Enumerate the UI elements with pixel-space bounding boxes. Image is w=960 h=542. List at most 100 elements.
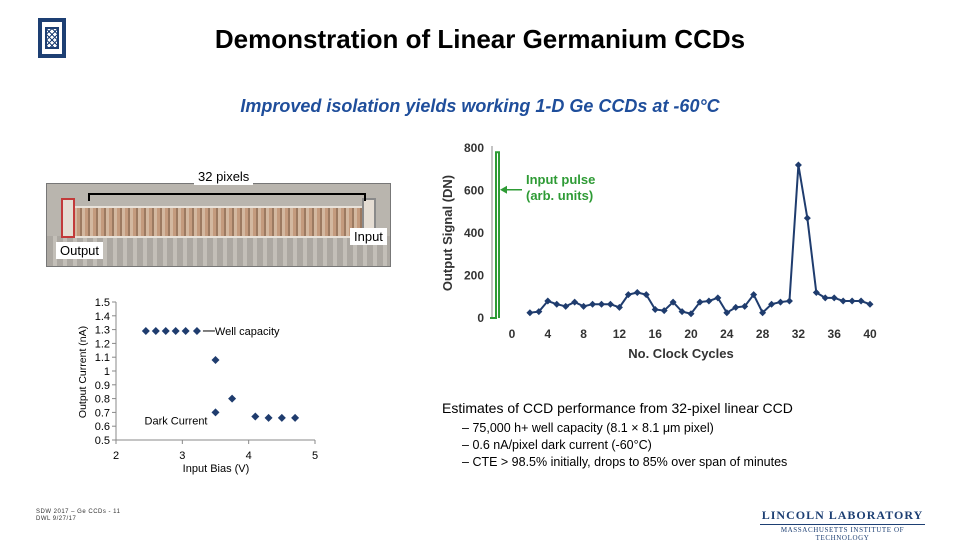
iv-y-tick-label: 1.2	[95, 338, 110, 350]
signal-point	[642, 291, 650, 299]
iv-y-tick-label: 1.1	[95, 352, 110, 364]
iv-y-tick-label: 1	[104, 366, 110, 378]
input-pulse-line	[490, 151, 500, 319]
signal-point	[857, 297, 865, 305]
input-pulse-label: Input pulse	[526, 172, 595, 187]
signal-point	[598, 300, 605, 308]
signal-y-tick-label: 200	[464, 269, 484, 283]
signal-point	[624, 291, 632, 299]
iv-y-tick-label: 0.6	[95, 421, 110, 433]
iv-x-label: Input Bias (V)	[183, 463, 250, 475]
iv-y-tick-label: 0.8	[95, 394, 110, 406]
signal-point	[785, 297, 793, 305]
signal-point	[759, 309, 767, 317]
estimates-list: 75,000 h+ well capacity (8.1 × 8.1 μm pi…	[462, 420, 787, 471]
iv-point	[228, 394, 237, 403]
iv-y-tick-label: 0.5	[95, 435, 110, 447]
iv-x-tick-label: 3	[179, 450, 185, 462]
input-pulse-label: (arb. units)	[526, 188, 593, 203]
iv-y-ticks: 1.5 1.4 1.31.2 1.1 1 0.9 0.80.7 0.6 0.5	[95, 297, 116, 447]
iv-chart: 1.5 1.4 1.31.2 1.1 1 0.9 0.80.7 0.6 0.5 2 3 4 5 Wel…	[77, 297, 318, 475]
estimate-item: 75,000 h+ well capacity (8.1 × 8.1 μm pi…	[462, 420, 787, 437]
signal-y-tick-label: 800	[464, 141, 484, 155]
signal-point	[606, 300, 614, 308]
signal-x-label: No. Clock Cycles	[628, 346, 734, 361]
iv-point	[211, 408, 220, 417]
iv-y-tick-label: 0.9	[95, 380, 110, 392]
iv-x-tick-label: 5	[312, 450, 318, 462]
iv-annotations: Well capacity Dark Current	[145, 326, 280, 427]
signal-point	[830, 294, 838, 302]
lincoln-lab-wordmark: LINCOLN LABORATORY MASSACHUSETTS INSTITU…	[760, 508, 925, 542]
iv-y-tick-label: 1.3	[95, 325, 110, 337]
signal-point	[768, 300, 776, 308]
signal-point	[803, 214, 811, 222]
output-label: Output	[56, 242, 104, 259]
signal-point	[660, 307, 668, 315]
input-label: Input	[350, 228, 387, 245]
iv-y-tick-label: 0.7	[95, 407, 110, 419]
slide-subtitle: Improved isolation yields working 1-D Ge…	[240, 96, 720, 116]
iv-point	[161, 326, 170, 335]
mit-ll-seal-icon	[38, 18, 66, 58]
input-pulse-annotation: Input pulse(arb. units)	[500, 172, 595, 203]
signal-point	[580, 302, 588, 310]
iv-point	[277, 413, 286, 422]
signal-point	[615, 303, 623, 311]
signal-point	[651, 306, 659, 313]
signal-x-tick-label: 36	[828, 327, 842, 341]
iv-y-tick-label: 1.4	[95, 311, 110, 323]
signal-point	[553, 300, 561, 308]
signal-point	[571, 298, 579, 306]
estimate-item: CTE > 98.5% initially, drops to 85% over…	[462, 454, 787, 471]
dark-current-label: Dark Current	[145, 415, 208, 427]
signal-x-tick-label: 40	[863, 327, 877, 341]
signal-point	[732, 303, 740, 311]
pixel-bracket	[88, 193, 366, 201]
signal-y-ticks: 0 200 400 600 800	[464, 141, 484, 325]
signal-x-ticks: 0 4 8 12 16 20 24 28 32 36 40	[509, 327, 877, 341]
signal-x-tick-label: 28	[756, 327, 770, 341]
pixels-label: 32 pixels	[194, 168, 254, 185]
signal-point	[669, 298, 677, 306]
signal-x-tick-label: 32	[792, 327, 806, 341]
signal-y-tick-label: 400	[464, 226, 484, 240]
signal-x-tick-label: 16	[649, 327, 663, 341]
signal-point	[848, 297, 856, 305]
slide-footer: SDW 2017 – Ge CCDs - 11 DWL 9/27/17	[36, 509, 120, 523]
signal-y-tick-label: 600	[464, 184, 484, 198]
iv-point	[211, 355, 220, 364]
signal-point	[589, 300, 597, 308]
input-pulse-trace	[490, 151, 500, 319]
signal-point	[812, 289, 820, 296]
signal-point	[839, 297, 847, 305]
iv-point	[192, 326, 201, 335]
iv-y-label: Output Current (nA)	[77, 326, 89, 418]
estimate-item: 0.6 nA/pixel dark current (-60°C)	[462, 437, 787, 454]
signal-chart: 0 200 400 600 800 0 4 8 12 16 20 24 28 32 36 40 Input …	[440, 141, 877, 361]
signal-x-tick-label: 12	[613, 327, 627, 341]
signal-point	[723, 309, 731, 317]
signal-x-tick-label: 24	[720, 327, 734, 341]
signal-point	[821, 294, 829, 302]
signal-point	[562, 302, 570, 310]
signal-y-tick-label: 0	[477, 311, 484, 325]
signal-point	[750, 291, 758, 299]
iv-point	[141, 326, 150, 335]
signal-point	[777, 298, 784, 306]
signal-point	[633, 289, 641, 296]
well-capacity-label: Well capacity	[215, 326, 280, 338]
iv-y-tick-label: 1.5	[95, 297, 110, 309]
iv-point	[251, 412, 260, 421]
signal-point	[526, 309, 534, 317]
slide-title: Demonstration of Linear Germanium CCDs	[214, 24, 746, 54]
iv-point	[264, 413, 273, 422]
signal-point	[678, 308, 686, 316]
iv-x-ticks: 2 3 4 5	[113, 440, 318, 462]
iv-point	[181, 326, 190, 335]
footer-line: SDW 2017 – Ge CCDs - 11	[36, 509, 121, 515]
signal-x-tick-label: 20	[684, 327, 698, 341]
input-pulse-arrowhead	[500, 185, 507, 194]
estimates-title: Estimates of CCD performance from 32-pix…	[442, 400, 793, 416]
signal-point	[687, 310, 695, 318]
